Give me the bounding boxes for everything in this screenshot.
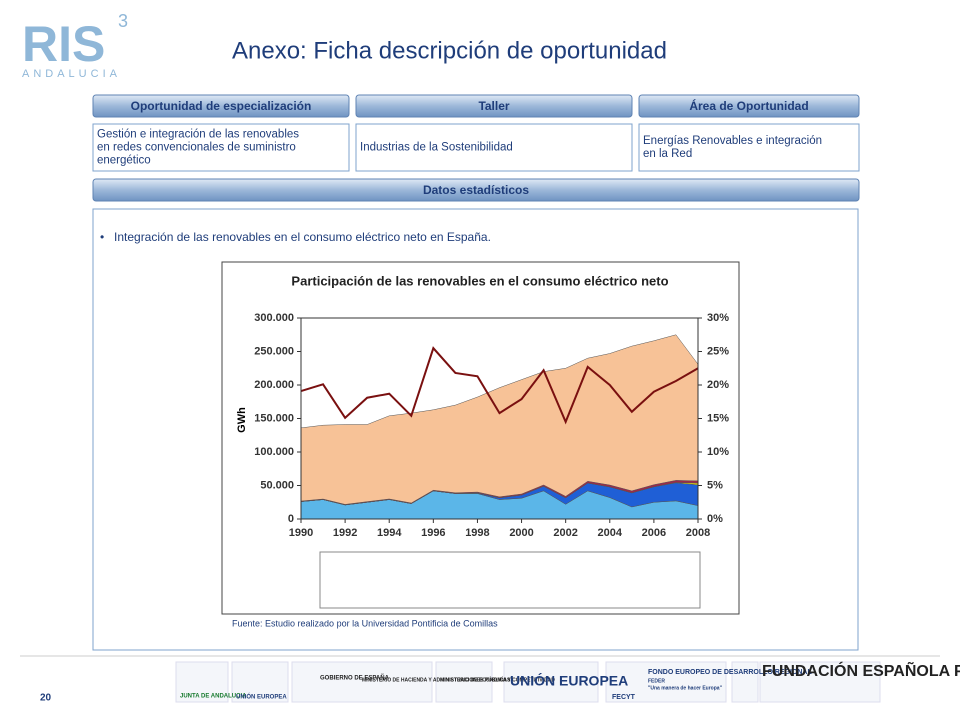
y-tick-label: 0 [288, 513, 294, 525]
footer-logo-text: JUNTA DE ANDALUCIA [180, 694, 247, 700]
x-tick-label: 1994 [377, 527, 402, 539]
header-text: Área de Oportunidad [689, 98, 808, 113]
info-text: Gestión e integración de las renovables [97, 129, 299, 141]
logo-box [435, 661, 493, 703]
y2-tick-label: 10% [707, 446, 729, 458]
logo-region: ANDALUCIA [22, 68, 121, 80]
info-box [355, 123, 633, 172]
y2-tick-label: 25% [707, 345, 729, 357]
y-tick-label: 150.000 [254, 412, 294, 424]
slide-title: Anexo: Ficha descripción de oportunidad [232, 37, 667, 64]
info-text: energético [97, 155, 151, 167]
logo-box [731, 661, 759, 703]
info-text: en la Red [643, 148, 692, 160]
footer-logo-text: MINISTERIO DE HACIENDA Y ADMINISTRACIONE… [362, 676, 511, 683]
logo: RIS [22, 16, 105, 72]
footer-logo-text: FEDER [648, 678, 665, 684]
footer-logo-text: FUNDACIÓN ESPAÑOLA PARA LA CIENCIA Y LA … [762, 660, 960, 680]
chart-title: Participación de las renovables en el co… [291, 273, 668, 288]
legend [319, 551, 701, 609]
header-bar [92, 94, 350, 118]
header-bar [92, 178, 860, 202]
logo-box [605, 661, 727, 703]
logo-box [759, 661, 881, 703]
source: Fuente: Estudio realizado por la Univers… [232, 618, 498, 628]
y-tick-label: 50.000 [260, 479, 294, 491]
logo-box [175, 661, 229, 703]
x-tick-label: 2000 [509, 527, 533, 539]
logo-box [291, 661, 433, 703]
page-number: 20 [40, 693, 52, 704]
y-tick-label: 250.000 [254, 345, 294, 357]
y-axis-label: GWh [236, 407, 248, 433]
footer-logo-text: UNIÓN EUROPEA [236, 693, 287, 701]
y2-tick-label: 20% [707, 379, 729, 391]
x-tick-label: 1996 [421, 527, 445, 539]
footer-logo-text: "Una manera de hacer Europa" [648, 685, 723, 691]
y-tick-label: 200.000 [254, 379, 294, 391]
y2-tick-label: 5% [707, 479, 723, 491]
footer-logo-text: UNIÓN EUROPEA [510, 672, 628, 689]
y2-tick-label: 0% [707, 513, 723, 525]
info-text: en redes convencionales de suministro [97, 142, 296, 154]
x-tick-label: 1990 [289, 527, 313, 539]
header-bar [355, 94, 633, 118]
y-tick-label: 300.000 [254, 312, 294, 324]
footer-logo-text: FECYT [612, 694, 636, 701]
bullet-dot: • [100, 230, 104, 244]
x-tick-label: 2004 [598, 527, 623, 539]
y-tick-label: 100.000 [254, 446, 294, 458]
logo-box [231, 661, 289, 703]
info-text: Industrias de la Sostenibilidad [360, 142, 513, 154]
bullet-text: Integración de las renovables en el cons… [114, 230, 491, 244]
y2-tick-label: 15% [707, 412, 729, 424]
line [300, 346, 699, 425]
x-tick-label: 1992 [333, 527, 357, 539]
info-text: Energías Renovables e integración [643, 135, 822, 147]
footer-logo-text: MINISTERIO DE ECONOMÍA Y COMPETITIVIDAD [440, 675, 555, 683]
footer-logo-text: FONDO EUROPEO DE DESARROLLO REGIONAL [648, 669, 812, 676]
y2-tick-label: 30% [707, 312, 729, 324]
header-text: Datos estadísticos [423, 183, 529, 197]
logo-box [503, 661, 599, 703]
x-tick-label: 2002 [553, 527, 577, 539]
x-tick-label: 2006 [642, 527, 666, 539]
footer-logo-text: GOBIERNO DE ESPAÑA [320, 675, 390, 682]
info-box [92, 123, 350, 172]
x-tick-label: 2008 [686, 527, 710, 539]
logo-sup: 3 [118, 11, 128, 31]
info-box [638, 123, 860, 172]
header-text: Oportunidad de especialización [131, 99, 312, 113]
x-tick-label: 1998 [465, 527, 489, 539]
header-bar [638, 94, 860, 118]
header-text: Taller [478, 99, 509, 113]
